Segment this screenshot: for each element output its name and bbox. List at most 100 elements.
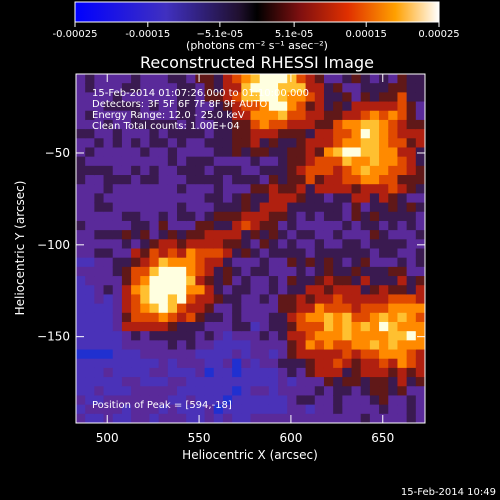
heatmap-cell [158,349,169,360]
heatmap-cell [351,184,362,194]
heatmap-cell [314,276,325,286]
heatmap-cell [415,303,426,314]
heatmap-cell [397,257,408,268]
heatmap-cell [167,74,178,84]
heatmap-cell [305,257,316,268]
heatmap-cell [388,239,398,249]
heatmap-cell [333,156,343,167]
heatmap-cell [149,386,160,396]
heatmap-cell [131,129,141,139]
heatmap-cell [140,175,150,185]
heatmap-cell [76,257,86,268]
heatmap-cell [333,340,343,351]
heatmap-cell [305,239,316,249]
heatmap-cell [351,340,362,351]
heatmap-cell [241,119,251,130]
heatmap-cell [278,165,288,176]
heatmap-cell [333,119,343,130]
heatmap-cell [379,138,389,148]
heatmap-cell [140,386,150,396]
heatmap-cell [222,193,233,204]
heatmap-cell [158,202,169,213]
heatmap-cell [250,294,261,305]
heatmap-cell [149,321,160,332]
heatmap-cell [158,74,169,84]
heatmap-cell [103,211,114,222]
heatmap-cell [360,404,371,415]
heatmap-cell [121,74,132,84]
heatmap-cell [177,285,187,295]
heatmap-cell [268,165,279,176]
heatmap-cell [149,395,160,406]
heatmap-cell [94,358,105,369]
heatmap-cell [121,367,132,378]
heatmap-cell [250,138,261,148]
heatmap-cell [121,340,132,351]
heatmap-cell [388,101,398,112]
heatmap-cell [241,331,251,341]
heatmap-cell [259,367,270,378]
heatmap-cell [323,220,334,231]
heatmap-cell [140,248,150,259]
heatmap-cell [314,321,325,332]
heatmap-cell [250,349,261,360]
heatmap-cell [140,101,150,112]
heatmap-cell [195,386,206,396]
heatmap-cell [241,101,251,112]
heatmap-cell [204,92,215,103]
heatmap-cell [305,358,316,369]
heatmap-cell [186,239,196,249]
heatmap-cell [112,248,123,259]
heatmap-cell [149,101,160,112]
heatmap-cell [287,276,297,286]
heatmap-cell [121,276,132,286]
heatmap-cell [140,349,150,360]
heatmap-cell [278,101,288,112]
heatmap-cell [213,331,224,341]
heatmap-cell [85,312,95,323]
heatmap-cell [103,239,114,249]
heatmap-cell [241,83,251,93]
heatmap-cell [140,340,150,351]
heatmap-cell [415,165,426,176]
heatmap-cell [222,312,233,323]
heatmap-cell [131,184,141,194]
y-tick-label: −100 [37,238,70,252]
heatmap-cell [296,276,307,286]
heatmap-cell [415,294,426,305]
heatmap-cell [342,193,353,204]
heatmap-cell [415,266,426,277]
heatmap-cell [314,211,325,222]
heatmap-cell [406,266,417,277]
heatmap-cell [406,184,417,194]
heatmap-cell [76,147,86,158]
heatmap-cell [379,303,389,314]
heatmap-cell [369,395,380,406]
heatmap-cell [204,202,215,213]
heatmap-cell [222,340,233,351]
heatmap-cell [140,138,150,148]
heatmap-cell [305,184,316,194]
heatmap-cell [360,110,371,121]
heatmap-cell [112,358,123,369]
heatmap-cell [222,276,233,286]
heatmap-cell [103,340,114,351]
heatmap-cell [112,386,123,396]
heatmap-cell [167,193,178,204]
heatmap-cell [250,331,261,341]
heatmap-cell [379,175,389,185]
heatmap-cell [195,175,206,185]
heatmap-cell [333,184,343,194]
heatmap-cell [268,294,279,305]
heatmap-cell [250,367,261,378]
heatmap-cell [342,303,353,314]
heatmap-cell [314,239,325,249]
heatmap-cell [186,129,196,139]
heatmap-cell [149,175,160,185]
heatmap-cell [406,340,417,351]
heatmap-cell [186,257,196,268]
heatmap-cell [112,193,123,204]
heatmap-cell [76,211,86,222]
heatmap-cell [333,248,343,259]
heatmap-cell [296,175,307,185]
